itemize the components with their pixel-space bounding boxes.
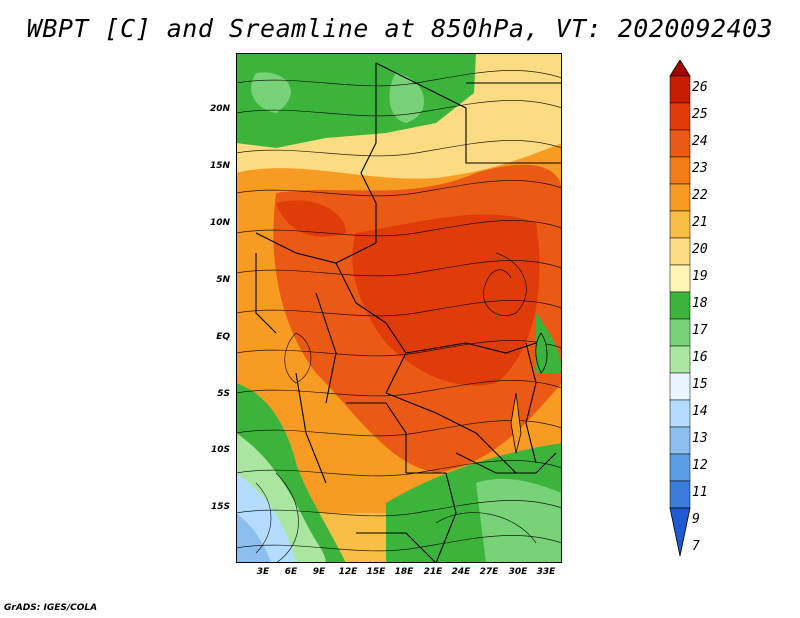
colorbar-swatch (669, 399, 691, 428)
colorbar-label: 21 (692, 215, 708, 230)
colorbar-label: 14 (692, 404, 708, 419)
lat-label-10n: 10N (209, 218, 230, 228)
lon-label-30e: 30E (508, 567, 528, 577)
lat-label-20n: 20N (209, 104, 230, 114)
colorbar-swatch (669, 264, 691, 293)
grads-credit: GrADS: IGES/COLA (4, 603, 98, 613)
colorbar-label: 20 (692, 242, 708, 257)
colorbar-swatch (669, 453, 691, 482)
lon-label-21e: 21E (423, 567, 443, 577)
wbpt-map (236, 53, 562, 563)
colorbar-label: 7 (692, 539, 700, 554)
lon-label-3e: 3E (256, 567, 270, 577)
colorbar-label: 15 (692, 377, 708, 392)
map-panel (236, 53, 562, 563)
colorbar-swatch (669, 183, 691, 212)
colorbar-bottom-arrow (669, 507, 691, 557)
lat-label-eq: EQ (216, 332, 230, 342)
lon-label-12e: 12E (338, 567, 358, 577)
colorbar-swatch (669, 156, 691, 185)
colorbar-label: 16 (692, 350, 708, 365)
lat-label-15s: 15S (210, 502, 230, 512)
colorbar-label: 18 (692, 296, 708, 311)
colorbar-label: 12 (692, 458, 708, 473)
colorbar-swatch (669, 480, 691, 509)
lon-label-27e: 27E (479, 567, 499, 577)
map-title: WBPT [C] and Sreamline at 850hPa, VT: 20… (26, 14, 774, 43)
lon-label-18e: 18E (394, 567, 414, 577)
colorbar-swatch (669, 318, 691, 347)
lat-label-10s: 10S (210, 445, 230, 455)
colorbar-label: 22 (692, 188, 708, 203)
colorbar-label: 17 (692, 323, 708, 338)
colorbar-swatch (669, 129, 691, 158)
colorbar-swatch (669, 291, 691, 320)
lat-label-5n: 5N (216, 275, 230, 285)
lon-label-24e: 24E (451, 567, 471, 577)
colorbar-label: 11 (692, 485, 708, 500)
colorbar-label: 26 (692, 80, 708, 95)
colorbar-label: 13 (692, 431, 708, 446)
colorbar-swatch (669, 102, 691, 131)
colorbar-swatch (669, 372, 691, 401)
colorbar-swatch (669, 345, 691, 374)
lon-label-6e: 6E (284, 567, 298, 577)
colorbar-top-arrow (669, 60, 691, 77)
colorbar-label: 25 (692, 107, 708, 122)
lat-label-15n: 15N (209, 161, 230, 171)
colorbar-label: 23 (692, 161, 708, 176)
colorbar (669, 60, 691, 557)
lon-label-33e: 33E (536, 567, 556, 577)
colorbar-label: 9 (692, 512, 700, 527)
lat-label-5s: 5S (217, 389, 230, 399)
lon-label-15e: 15E (366, 567, 386, 577)
colorbar-swatch (669, 237, 691, 266)
colorbar-swatch (669, 210, 691, 239)
colorbar-swatch (669, 75, 691, 104)
colorbar-swatch (669, 426, 691, 455)
lon-label-9e: 9E (312, 567, 326, 577)
colorbar-label: 19 (692, 269, 708, 284)
colorbar-label: 24 (692, 134, 708, 149)
